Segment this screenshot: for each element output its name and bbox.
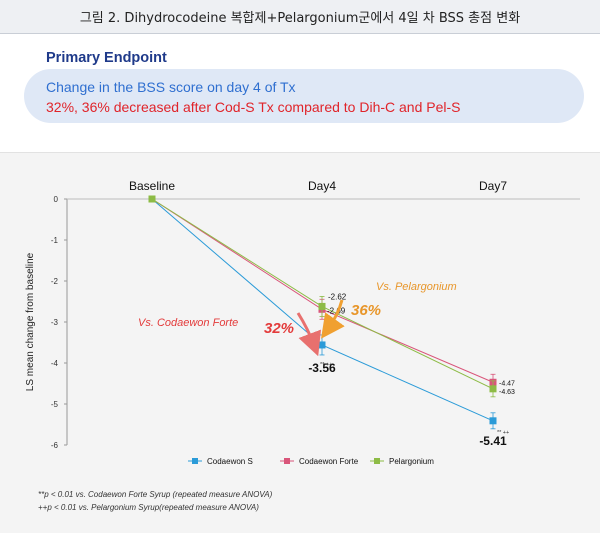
legend-marker (192, 458, 198, 464)
arrow-vs-codaewon (296, 312, 322, 357)
data-point-marker (318, 302, 326, 310)
figure-caption: 그림 2. Dihydrocodeine 복합제+Pelargonium군에서 … (79, 11, 521, 26)
figure-caption-bar: 그림 2. Dihydrocodeine 복합제+Pelargonium군에서 … (0, 0, 600, 34)
y-tick-label: -4 (51, 359, 59, 368)
endpoint-summary-line1: Change in the BSS score on day 4 of Tx (46, 79, 296, 95)
legend-label: Codaewon S (207, 457, 253, 466)
significance-day7: ** ++ (497, 430, 509, 436)
primary-endpoint-title: Primary Endpoint (46, 50, 167, 66)
footnote-2: ++p < 0.01 vs. Pelargonium Syrup(repeate… (38, 503, 259, 512)
x-category-label: Day4 (308, 179, 336, 193)
pct-pelargonium-label: 36% (351, 302, 381, 319)
data-value-label: -4.63 (499, 389, 515, 396)
chart-panel: 0 -1 -2 -3 -4 -5 -6 Baseline Day4 Day7 LS mean cha… (0, 152, 600, 533)
legend-marker (284, 458, 290, 464)
data-value-label: -5.41 (479, 434, 507, 448)
y-axis-title: LS mean change from baseline (25, 252, 36, 391)
vs-codaewon-annotation: Vs. Codaewon Forte (138, 317, 238, 329)
y-tick-label: 0 (54, 195, 59, 204)
legend-label: Pelargonium (389, 457, 434, 466)
bss-line-chart: 0 -1 -2 -3 -4 -5 -6 Baseline Day4 Day7 LS mean cha… (25, 179, 580, 512)
data-point-marker (318, 341, 326, 349)
data-point-marker (148, 195, 156, 203)
y-tick-label: -6 (51, 441, 59, 450)
vs-pelargonium-annotation: Vs. Pelargonium (376, 281, 457, 293)
endpoint-summary-box: Change in the BSS score on day 4 of Tx 3… (24, 69, 584, 123)
legend-label: Codaewon Forte (299, 457, 359, 466)
legend-marker (374, 458, 380, 464)
x-category-label: Day7 (479, 179, 507, 193)
x-category-label: Baseline (129, 179, 175, 193)
data-value-label: -4.47 (499, 380, 515, 387)
endpoint-summary-line2: 32%, 36% decreased after Cod-S Tx compar… (46, 99, 461, 115)
data-value-label: -2.62 (328, 292, 347, 301)
footnote-1: **p < 0.01 vs. Codaewon Forte Syrup (rep… (38, 490, 273, 499)
y-tick-label: -3 (51, 318, 59, 327)
data-value-label: -3.56 (308, 361, 336, 375)
significance-day4: ** ++ (320, 362, 332, 368)
data-point-marker (489, 417, 497, 425)
y-tick-label: -1 (51, 236, 59, 245)
data-value-label: -2.69 (327, 306, 346, 315)
y-tick-label: -5 (51, 400, 59, 409)
y-tick-label: -2 (51, 277, 59, 286)
arrow-vs-pelargonium (321, 299, 345, 339)
pct-codaewon-label: 32% (264, 320, 294, 337)
data-point-marker (489, 385, 497, 393)
